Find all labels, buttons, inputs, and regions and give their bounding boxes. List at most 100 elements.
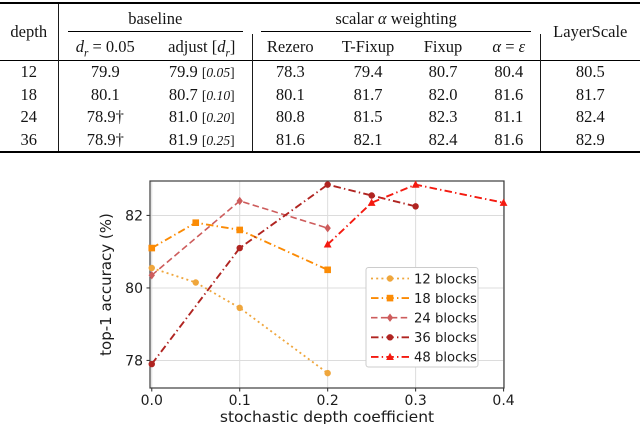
value-cell: 78.3	[275, 62, 305, 82]
x-tick-label: 0.0	[141, 393, 163, 409]
data-point-marker	[386, 294, 394, 302]
value-cell: 81.9 [0.25]	[152, 128, 253, 152]
results-table: depth baseline scalar α weighting LayerS…	[0, 2, 640, 153]
legend-label: 18 blocks	[414, 292, 477, 307]
value-cell: 81.1	[478, 106, 541, 129]
data-point-marker	[236, 244, 243, 252]
depth-cell: 18	[0, 83, 59, 106]
column-header-layerscale: LayerScale	[553, 22, 628, 41]
data-point-marker	[411, 180, 420, 188]
column-header-rezero: Rezero	[266, 37, 314, 56]
data-point-marker	[148, 271, 155, 280]
data-point-marker	[324, 181, 331, 188]
column-header-tfixup: T-Fixup	[341, 37, 395, 56]
value-cell: 82.9	[575, 129, 605, 149]
x-tick-label: 0.2	[317, 393, 339, 409]
depth-cell: 36	[0, 128, 59, 152]
data-point-marker	[148, 264, 155, 272]
data-point-marker	[386, 334, 394, 341]
data-point-marker	[386, 352, 394, 360]
value-cell: 80.8	[275, 107, 305, 127]
value-cell: 81.6	[478, 128, 541, 152]
legend: 12 blocks 18 blocks 24 blocks 36 blocks 48 b…	[365, 267, 479, 368]
y-axis-label: top-1 accuracy (%)	[97, 213, 115, 356]
series-12-blocks	[148, 264, 331, 377]
value-cell: 81.7	[353, 84, 383, 104]
data-point-marker	[386, 313, 394, 322]
series-18-blocks	[148, 219, 331, 274]
column-header-depth: depth	[0, 3, 59, 61]
value-cell: 81.6	[275, 129, 305, 149]
data-point-marker	[324, 266, 331, 274]
data-point-marker	[148, 360, 155, 368]
data-point-marker	[192, 219, 200, 226]
data-point-marker	[148, 244, 156, 252]
depth-cell: 24	[0, 106, 59, 129]
data-point-marker	[499, 198, 508, 206]
value-cell: 82.1	[353, 129, 383, 149]
column-header-dr-005: dr = 0.05	[75, 37, 135, 60]
series-line	[151, 221, 329, 271]
value-cell: 80.1	[90, 84, 120, 104]
accuracy-chart: 0.0 0.1 0.2 0.3 0.4 78 80 82 stochastic depth co…	[0, 170, 640, 424]
legend-label: 36 blocks	[414, 331, 477, 346]
legend-label: 12 blocks	[414, 272, 477, 287]
column-header-fixup: Fixup	[423, 37, 463, 56]
data-point-marker	[236, 226, 244, 234]
series-line	[151, 267, 329, 374]
table-row: 36 78.9† 81.9 [0.25] 81.6 82.1 82.4 81.6 82.9	[0, 128, 640, 152]
value-cell: 81.7	[575, 84, 605, 104]
value-cell: 81.0 [0.20]	[152, 106, 253, 129]
value-cell: 80.7 [0.10]	[152, 83, 253, 106]
series-line	[327, 183, 504, 246]
y-tick-label: 82	[125, 208, 143, 224]
series-24-blocks	[148, 196, 331, 280]
x-tick-label: 0.4	[492, 393, 514, 409]
plot-border	[149, 180, 505, 389]
value-cell: 78.9†	[86, 129, 124, 149]
value-cell: 82.3	[428, 107, 458, 127]
data-point-marker	[368, 192, 375, 199]
data-point-marker	[236, 196, 243, 206]
column-group-scalar-alpha-weighting: scalar α weighting	[252, 3, 540, 34]
series-line	[151, 183, 416, 365]
value-cell: 80.7	[428, 62, 458, 82]
value-cell: 80.5	[575, 62, 605, 82]
x-tick-label: 0.1	[229, 393, 251, 409]
value-cell: 82.4	[428, 129, 458, 149]
column-group-baseline: baseline	[58, 3, 252, 34]
value-cell: 78.9†	[86, 107, 124, 127]
table-row: 18 80.1 80.7 [0.10] 80.1 81.7 82.0 81.6 81.7	[0, 83, 640, 106]
data-point-marker	[367, 198, 376, 206]
data-point-marker	[324, 223, 331, 233]
depth-cell: 12	[0, 60, 59, 84]
data-point-marker	[236, 304, 243, 312]
data-point-marker	[386, 275, 394, 282]
table-row: 12 79.9 79.9 [0.05] 78.3 79.4 80.7 80.4 80.5	[0, 60, 640, 84]
y-tick-label: 80	[125, 281, 143, 297]
data-point-marker	[324, 369, 331, 377]
table-row: 24 78.9† 81.0 [0.20] 80.8 81.5 82.3 81.1 82.4	[0, 106, 640, 129]
accuracy-chart-svg: 0.0 0.1 0.2 0.3 0.4 78 80 82 stochastic depth co…	[97, 180, 515, 424]
value-cell: 79.4	[353, 62, 383, 82]
results-table-grid: depth baseline scalar α weighting LayerS…	[0, 2, 640, 153]
series-48-blocks	[323, 180, 508, 248]
data-point-marker	[412, 203, 419, 210]
legend-label: 48 blocks	[414, 351, 477, 366]
legend-box	[365, 267, 479, 368]
value-cell: 82.4	[575, 107, 605, 127]
y-tick-label: 78	[125, 353, 143, 369]
series-36-blocks	[148, 181, 419, 368]
value-cell: 81.5	[353, 107, 383, 127]
data-point-marker	[192, 279, 199, 286]
value-cell: 79.9	[90, 62, 120, 82]
column-header-alpha-eps: α = ε	[478, 34, 541, 61]
data-point-marker	[323, 240, 332, 248]
value-cell: 82.0	[428, 84, 458, 104]
value-cell: 81.6	[478, 83, 541, 106]
legend-label: 24 blocks	[414, 312, 477, 327]
value-cell: 80.1	[275, 84, 305, 104]
value-cell: 80.4	[478, 60, 541, 84]
value-cell: 79.9 [0.05]	[152, 60, 253, 84]
